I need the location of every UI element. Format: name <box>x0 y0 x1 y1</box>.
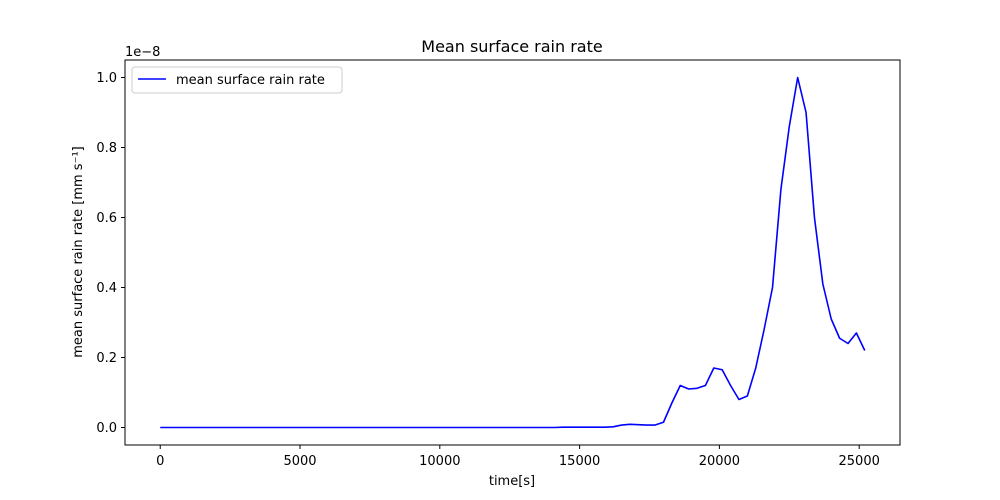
x-axis-label: time[s] <box>489 474 535 489</box>
chart-title: Mean surface rain rate <box>421 37 602 56</box>
x-axis: 0 5000 10000 15000 20000 25000 <box>156 445 880 469</box>
y-axis: 0.0 0.2 0.4 0.6 0.8 1.0 <box>96 71 125 436</box>
y-tick-label: 0.4 <box>96 281 117 296</box>
plot-area <box>160 76 866 429</box>
y-tick-label: 0.6 <box>96 211 117 226</box>
x-tick-label: 0 <box>156 454 164 469</box>
x-tick-label: 10000 <box>419 454 460 469</box>
legend: mean surface rain rate <box>131 66 343 94</box>
legend-label: mean surface rain rate <box>176 73 325 88</box>
y-tick-label: 0.2 <box>96 351 117 366</box>
axes-frame <box>124 59 901 446</box>
series-line <box>160 76 866 429</box>
x-tick-label: 15000 <box>559 454 600 469</box>
x-tick-label: 25000 <box>839 454 880 469</box>
y-tick-label: 0.8 <box>96 141 117 156</box>
x-tick-label: 5000 <box>283 454 316 469</box>
y-offset-text: 1e−8 <box>125 45 160 60</box>
y-tick-label: 0.0 <box>96 421 117 436</box>
legend-box <box>131 66 343 94</box>
y-tick-label: 1.0 <box>96 71 117 86</box>
y-axis-label: mean surface rain rate [mm s⁻¹] <box>71 146 86 357</box>
x-tick-label: 20000 <box>699 454 740 469</box>
